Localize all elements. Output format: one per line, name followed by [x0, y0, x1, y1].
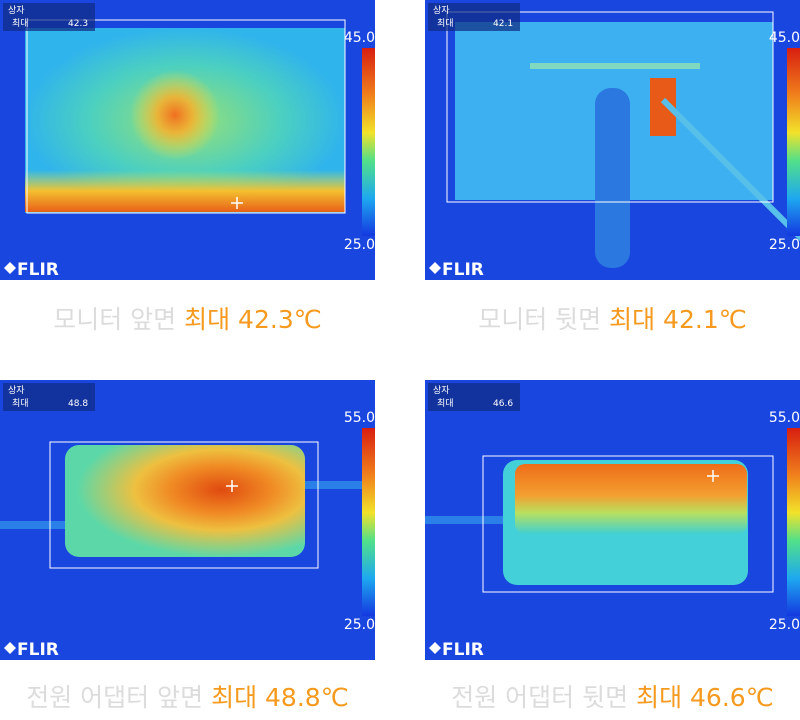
- scale-bottom: 25.0: [344, 237, 375, 253]
- caption-highlight: 최대 42.3℃: [184, 305, 322, 334]
- thermal-image: 상자 최대 46.6 55.0 25.0 FLIR: [425, 380, 800, 660]
- max-value: 42.1: [493, 19, 513, 29]
- brand: FLIR: [17, 640, 59, 660]
- crosshair: [707, 470, 719, 482]
- caption: 전원 어댑터 앞면 최대 48.8℃: [0, 678, 375, 714]
- crosshair: [231, 197, 243, 209]
- box-label: 상자: [8, 5, 25, 16]
- caption: 전원 어댑터 뒷면 최대 46.6℃: [425, 678, 800, 714]
- max-label: 최대: [437, 18, 454, 29]
- logo-mark: [4, 642, 16, 654]
- max-label: 최대: [437, 398, 454, 409]
- scale-top: 55.0: [769, 410, 800, 426]
- adapter: [65, 445, 305, 557]
- brand: FLIR: [442, 640, 484, 660]
- caption: 모니터 뒷면 최대 42.1℃: [425, 300, 800, 336]
- caption-highlight: 최대 42.1℃: [609, 305, 747, 334]
- measure-box: [482, 455, 774, 593]
- thermal-image: 상자 최대 42.3 45.0 25.0 FLIR: [0, 0, 375, 280]
- brand: FLIR: [17, 260, 59, 280]
- measure-box: [446, 11, 774, 203]
- bracket: [530, 63, 700, 69]
- thermal-image: 상자 최대 42.1 45.0 25.0 FLIR: [425, 0, 800, 280]
- scale-bottom: 25.0: [769, 617, 800, 633]
- measure-box: [26, 19, 346, 214]
- label-box: [3, 383, 95, 411]
- caption-highlight: 최대 48.8℃: [211, 683, 349, 712]
- caption-highlight: 최대 46.6℃: [636, 683, 774, 712]
- scale-bottom: 25.0: [769, 237, 800, 253]
- label-box: [3, 3, 95, 31]
- scale-bottom: 25.0: [344, 617, 375, 633]
- max-value: 42.3: [68, 19, 88, 29]
- scale-bar: [362, 428, 375, 616]
- scale-bar: [362, 48, 375, 236]
- scale-top: 45.0: [344, 30, 375, 46]
- caption-label: 모니터 뒷면: [478, 305, 602, 334]
- measure-box: [49, 441, 319, 569]
- logo-mark: [429, 262, 441, 274]
- thermal-image: 상자 최대 48.8 55.0 25.0 FLIR: [0, 380, 375, 660]
- scale-top: 55.0: [344, 410, 375, 426]
- box-label: 상자: [433, 5, 450, 16]
- caption: 모니터 앞면 최대 42.3℃: [0, 300, 375, 336]
- max-label: 최대: [12, 18, 29, 29]
- hot-band: [25, 170, 345, 212]
- max-value: 48.8: [68, 399, 88, 409]
- box-label: 상자: [8, 385, 25, 396]
- max-value: 46.6: [493, 399, 513, 409]
- max-label: 최대: [12, 398, 29, 409]
- crosshair: [226, 480, 238, 492]
- hot-spot: [130, 70, 220, 160]
- caption-label: 전원 어댑터 뒷면: [451, 683, 629, 712]
- caption-label: 모니터 앞면: [53, 305, 177, 334]
- scale-bar: [787, 48, 800, 236]
- caption-label: 전원 어댑터 앞면: [26, 683, 204, 712]
- label-box: [428, 3, 520, 31]
- box-label: 상자: [433, 385, 450, 396]
- stand: [595, 88, 630, 268]
- scale-bar: [787, 428, 800, 616]
- logo-mark: [4, 262, 16, 274]
- cable: [660, 97, 800, 242]
- label-box: [428, 383, 520, 411]
- logo-mark: [429, 642, 441, 654]
- brand: FLIR: [442, 260, 484, 280]
- adapter-top: [515, 464, 747, 534]
- scale-top: 45.0: [769, 30, 800, 46]
